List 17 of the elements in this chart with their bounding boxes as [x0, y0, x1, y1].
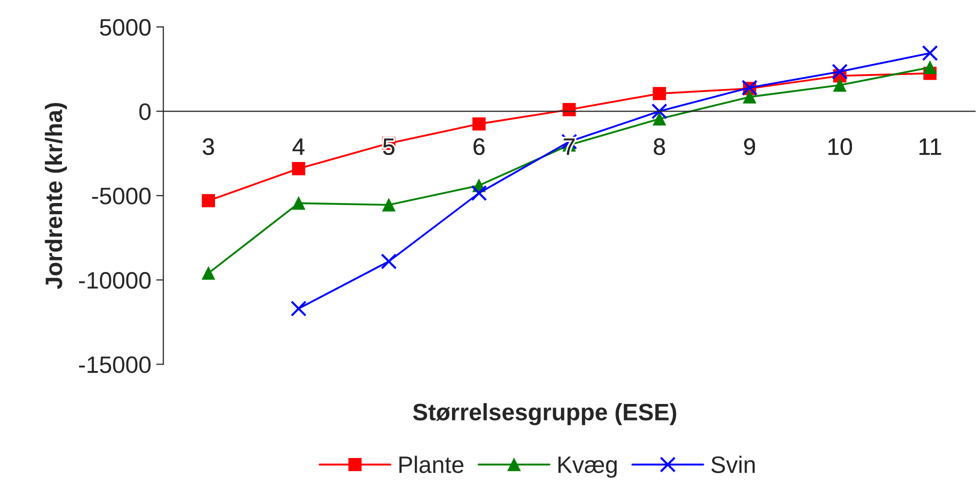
y-tick-label: 0: [139, 103, 151, 120]
y-axis-title: Jordrente (kr/ha): [44, 102, 67, 290]
legend-label: Svin: [711, 456, 755, 474]
x-tick-label: 6: [474, 138, 485, 156]
y-tick-label: 5000: [100, 19, 151, 36]
x-tick-label: 3: [202, 138, 214, 156]
y-tick-label: -5000: [92, 188, 151, 204]
x-tick-label: 4: [292, 138, 304, 155]
y-tick-label: -10000: [79, 272, 151, 289]
legend-label: Kvæg: [558, 456, 617, 478]
x-axis-title: Størrelsesgruppe (ESE): [413, 403, 676, 426]
x-tick-label: 9: [744, 138, 756, 156]
x-tick-label: 8: [654, 138, 665, 156]
x-tick-label: 10: [828, 138, 852, 156]
x-tick-label: 11: [920, 138, 942, 155]
y-tick-label: -15000: [79, 356, 151, 374]
legend-label: Plante: [399, 456, 464, 474]
